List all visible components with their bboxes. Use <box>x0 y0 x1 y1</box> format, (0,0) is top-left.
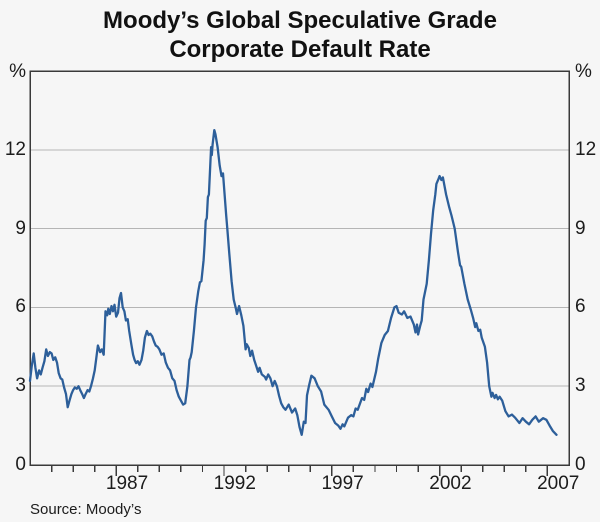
y-unit-left: % <box>9 61 26 82</box>
y-tick-label-right-12: 12 <box>575 138 597 160</box>
x-tick-label-2002: 2002 <box>429 473 472 494</box>
chart-title: Moody’s Global Speculative Grade Corpora… <box>0 6 600 64</box>
y-tick-label-right-3: 3 <box>575 375 586 397</box>
x-tick-label-2007: 2007 <box>537 473 580 494</box>
gridlines <box>30 149 569 387</box>
chart-title-line1: Moody’s Global Speculative Grade <box>103 7 497 34</box>
source-note: Source: Moody’s <box>30 501 142 518</box>
x-tick-label-1992: 1992 <box>213 473 256 494</box>
y-tick-label-left-12: 12 <box>4 138 26 160</box>
x-tick-label-1997: 1997 <box>321 473 364 494</box>
y-tick-label-right-9: 9 <box>575 217 586 239</box>
default-rate-line <box>28 128 558 436</box>
chart-title-line2: Corporate Default Rate <box>169 36 431 63</box>
y-tick-label-right-6: 6 <box>575 296 586 318</box>
y-tick-label-left-0: 0 <box>15 454 26 475</box>
y-tick-label-left-6: 6 <box>15 296 26 318</box>
x-axis-ticks <box>50 465 549 476</box>
x-tick-label-1987: 1987 <box>105 473 149 494</box>
plot-frame <box>29 70 570 466</box>
y-tick-label-right-0: 0 <box>575 454 586 475</box>
y-tick-label-left-3: 3 <box>15 375 26 397</box>
y-unit-right: % <box>575 61 592 82</box>
y-tick-label-left-9: 9 <box>15 217 26 239</box>
